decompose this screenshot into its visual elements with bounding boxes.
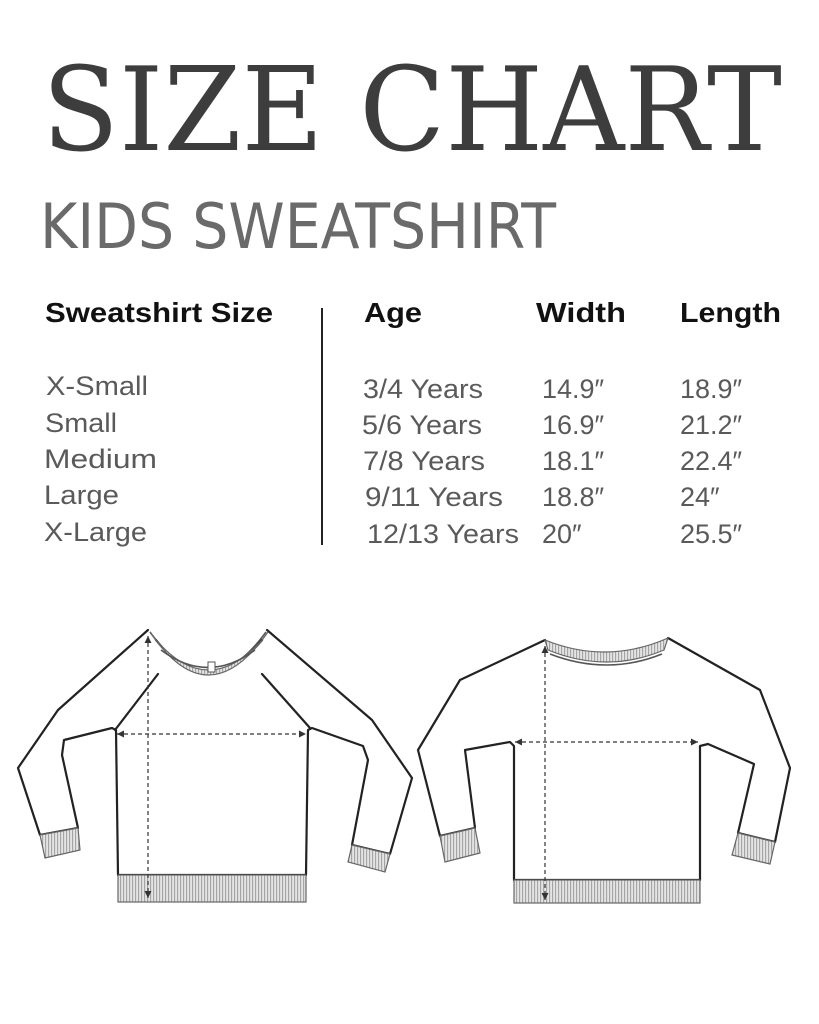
sweatshirt-back-illustration — [416, 636, 792, 904]
cell-age: 9/11 Years — [365, 482, 503, 512]
cell-length: 18.9″ — [680, 374, 743, 404]
table-row: Large 9/11 Years 18.8″ 24″ — [44, 480, 720, 512]
cell-width: 20″ — [542, 519, 582, 549]
page-subtitle: KIDS SWEATSHIRT — [40, 190, 557, 263]
table-row: X-Small 3/4 Years 14.9″ 18.9″ — [46, 371, 743, 404]
cell-age: 3/4 Years — [363, 374, 483, 404]
cell-size: X-Large — [44, 517, 147, 547]
cell-width: 18.8″ — [542, 482, 605, 512]
cell-width: 18.1″ — [542, 446, 605, 476]
table-row: Small 5/6 Years 16.9″ 21.2″ — [45, 408, 743, 440]
header-sweatshirt-size: Sweatshirt Size — [45, 297, 273, 328]
cell-age: 12/13 Years — [367, 519, 519, 549]
cell-length: 25.5″ — [680, 519, 743, 549]
header-length: Length — [680, 297, 781, 328]
cell-size: X-Small — [46, 371, 148, 401]
cell-age: 5/6 Years — [362, 410, 482, 440]
cell-length: 22.4″ — [680, 446, 743, 476]
cell-age: 7/8 Years — [363, 446, 485, 476]
page-title: SIZE CHART — [42, 43, 782, 178]
table-row: Medium 7/8 Years 18.1″ 22.4″ — [44, 444, 743, 476]
header-age: Age — [364, 297, 422, 328]
cell-length: 21.2″ — [680, 410, 743, 440]
cell-width: 16.9″ — [542, 410, 605, 440]
cell-size: Large — [44, 480, 119, 510]
header-width: Width — [536, 297, 626, 328]
cell-width: 14.9″ — [542, 374, 605, 404]
table-row: X-Large 12/13 Years 20″ 25.5″ — [44, 517, 743, 549]
cell-length: 24″ — [680, 482, 720, 512]
cell-size: Small — [45, 408, 117, 438]
sweatshirt-front-illustration — [16, 628, 414, 903]
cell-size: Medium — [44, 444, 157, 474]
